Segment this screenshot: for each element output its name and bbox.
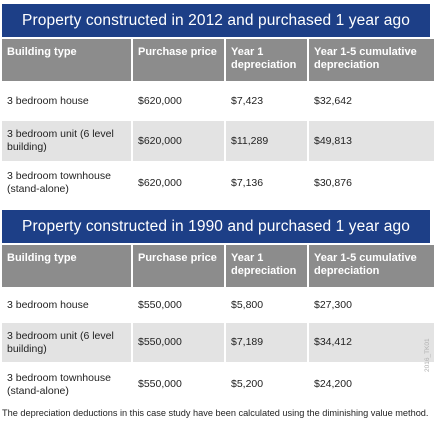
building-type-cell: 3 bedroom house	[2, 81, 131, 119]
cumulative-depreciation-cell: $32,642	[309, 81, 434, 119]
table-row: 3 bedroom unit (6 level building) $620,0…	[2, 119, 434, 161]
footnote: The depreciation deductions in this case…	[2, 408, 429, 418]
cumulative-depreciation-cell: $34,412	[309, 321, 434, 362]
depreciation-table: Building type Purchase price Year 1 depr…	[0, 37, 436, 203]
column-header: Year 1-5 cumulative depreciation	[309, 243, 434, 287]
purchase-price-cell: $550,000	[133, 362, 224, 405]
table-row: 3 bedroom unit (6 level building) $550,0…	[2, 321, 434, 362]
column-header: Building type	[2, 243, 131, 287]
year1-depreciation-cell: $7,189	[226, 321, 307, 362]
table-row: 3 bedroom house $620,000 $7,423 $32,642	[2, 81, 434, 119]
cumulative-depreciation-cell: $27,300	[309, 287, 434, 321]
purchase-price-cell: $620,000	[133, 161, 224, 203]
building-type-cell: 3 bedroom house	[2, 287, 131, 321]
column-header: Purchase price	[133, 243, 224, 287]
cumulative-depreciation-cell: $30,876	[309, 161, 434, 203]
watermark-code: 2016_TK01	[424, 338, 431, 372]
year1-depreciation-cell: $5,800	[226, 287, 307, 321]
year1-depreciation-cell: $7,423	[226, 81, 307, 119]
table-section-2012: Property constructed in 2012 and purchas…	[2, 4, 434, 203]
table-row: 3 bedroom townhouse (stand-alone) $620,0…	[2, 161, 434, 203]
cumulative-depreciation-cell: $49,813	[309, 119, 434, 161]
column-header: Building type	[2, 37, 131, 81]
depreciation-table: Building type Purchase price Year 1 depr…	[0, 243, 436, 405]
purchase-price-cell: $620,000	[133, 119, 224, 161]
purchase-price-cell: $550,000	[133, 321, 224, 362]
cumulative-depreciation-cell: $24,200	[309, 362, 434, 405]
building-type-cell: 3 bedroom unit (6 level building)	[2, 321, 131, 362]
column-header: Year 1 depreciation	[226, 37, 307, 81]
table-row: 3 bedroom house $550,000 $5,800 $27,300	[2, 287, 434, 321]
purchase-price-cell: $620,000	[133, 81, 224, 119]
section-title: Property constructed in 1990 and purchas…	[2, 210, 430, 243]
section-title: Property constructed in 2012 and purchas…	[2, 4, 430, 37]
year1-depreciation-cell: $5,200	[226, 362, 307, 405]
header-row: Building type Purchase price Year 1 depr…	[2, 37, 434, 81]
column-header: Purchase price	[133, 37, 224, 81]
building-type-cell: 3 bedroom townhouse (stand-alone)	[2, 362, 131, 405]
column-header: Year 1-5 cumulative depreciation	[309, 37, 434, 81]
building-type-cell: 3 bedroom unit (6 level building)	[2, 119, 131, 161]
building-type-cell: 3 bedroom townhouse (stand-alone)	[2, 161, 131, 203]
header-row: Building type Purchase price Year 1 depr…	[2, 243, 434, 287]
table-row: 3 bedroom townhouse (stand-alone) $550,0…	[2, 362, 434, 405]
table-section-1990: Property constructed in 1990 and purchas…	[2, 210, 434, 405]
column-header: Year 1 depreciation	[226, 243, 307, 287]
year1-depreciation-cell: $11,289	[226, 119, 307, 161]
purchase-price-cell: $550,000	[133, 287, 224, 321]
year1-depreciation-cell: $7,136	[226, 161, 307, 203]
